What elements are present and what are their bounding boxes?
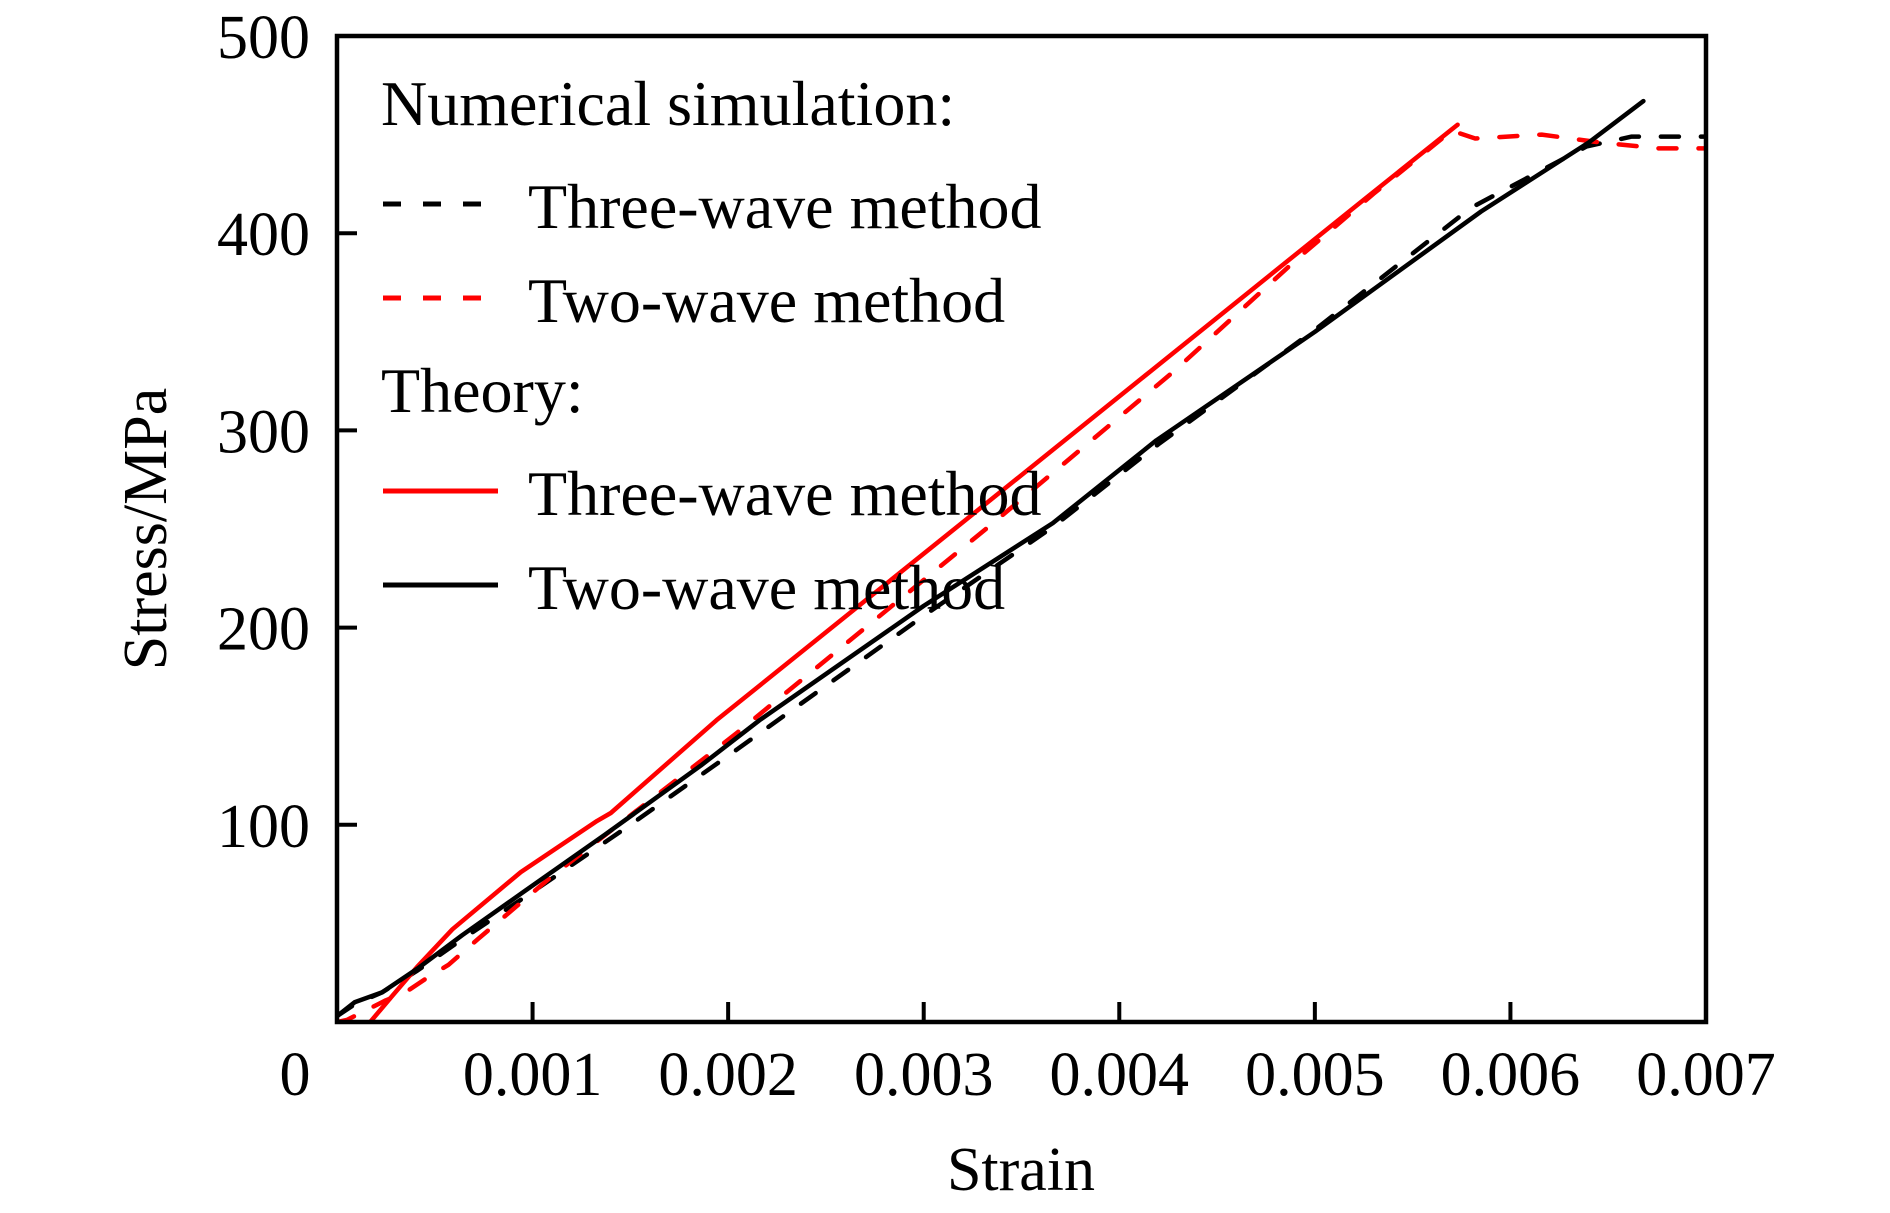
x-tick-label: 0.003	[854, 1041, 994, 1109]
x-tick-label: 0.001	[463, 1041, 603, 1109]
x-axis-label: Strain	[947, 1136, 1095, 1204]
legend-label-sim-two-wave: Two-wave method	[528, 265, 1005, 336]
x-tick-label: 0.005	[1245, 1041, 1385, 1109]
series-line-sim-two-wave	[337, 128, 1706, 1022]
x-tick-label: 0.004	[1050, 1041, 1190, 1109]
y-axis-label: Stress/MPa	[112, 388, 180, 670]
series-line-theory-two-wave	[337, 98, 1646, 1019]
x-tick-label: 0.002	[658, 1041, 798, 1109]
y-tick-label: 300	[217, 398, 310, 466]
legend-label-sim-three-wave: Three-wave method	[528, 171, 1042, 242]
plot-frame	[334, 33, 1709, 1025]
y-tick-label: 200	[217, 596, 310, 664]
x-tick-label: 0.006	[1441, 1041, 1581, 1109]
x-tick-label: 0	[280, 1041, 311, 1109]
legend-label-theory-two-wave: Two-wave method	[528, 552, 1005, 623]
legend-header: Theory:	[381, 355, 584, 426]
y-tick-label: 500	[217, 4, 310, 72]
x-tick-label: 0.007	[1636, 1041, 1776, 1109]
y-tick-label: 100	[217, 793, 310, 861]
series-line-sim-three-wave	[337, 134, 1706, 1019]
ticks-layer: 0 0.001 0.002 0.003 0.004 0.005 0.006 0.007 100 2…	[217, 4, 1776, 1109]
series-layer	[337, 98, 1706, 1022]
legend-header: Numerical simulation:	[381, 68, 955, 139]
legend-label-theory-three-wave: Three-wave method	[528, 458, 1042, 529]
legend: Numerical simulation: Three-wave method Tw…	[381, 68, 1042, 623]
y-tick-label: 400	[217, 201, 310, 269]
